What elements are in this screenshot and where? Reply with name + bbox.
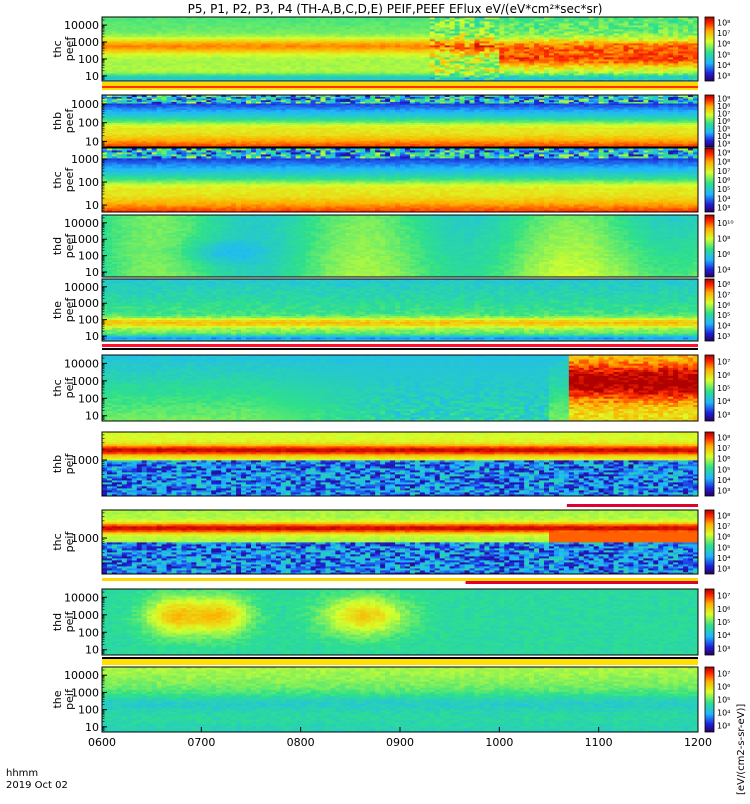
separator-stripe [102, 348, 698, 350]
separator-stripe [102, 657, 698, 659]
separator-stripe [102, 659, 698, 665]
separator-stripe [102, 82, 698, 86]
separator-stripe [567, 504, 698, 507]
separator-stripe [102, 344, 698, 347]
separator-stripe [102, 578, 698, 581]
chart-title: P5, P1, P2, P3, P4 (TH-A,B,C,D,E) PEIF,P… [188, 2, 603, 16]
separator-stripe [466, 581, 698, 584]
separator-stripe [102, 86, 698, 88]
separator-stripe [102, 88, 698, 90]
